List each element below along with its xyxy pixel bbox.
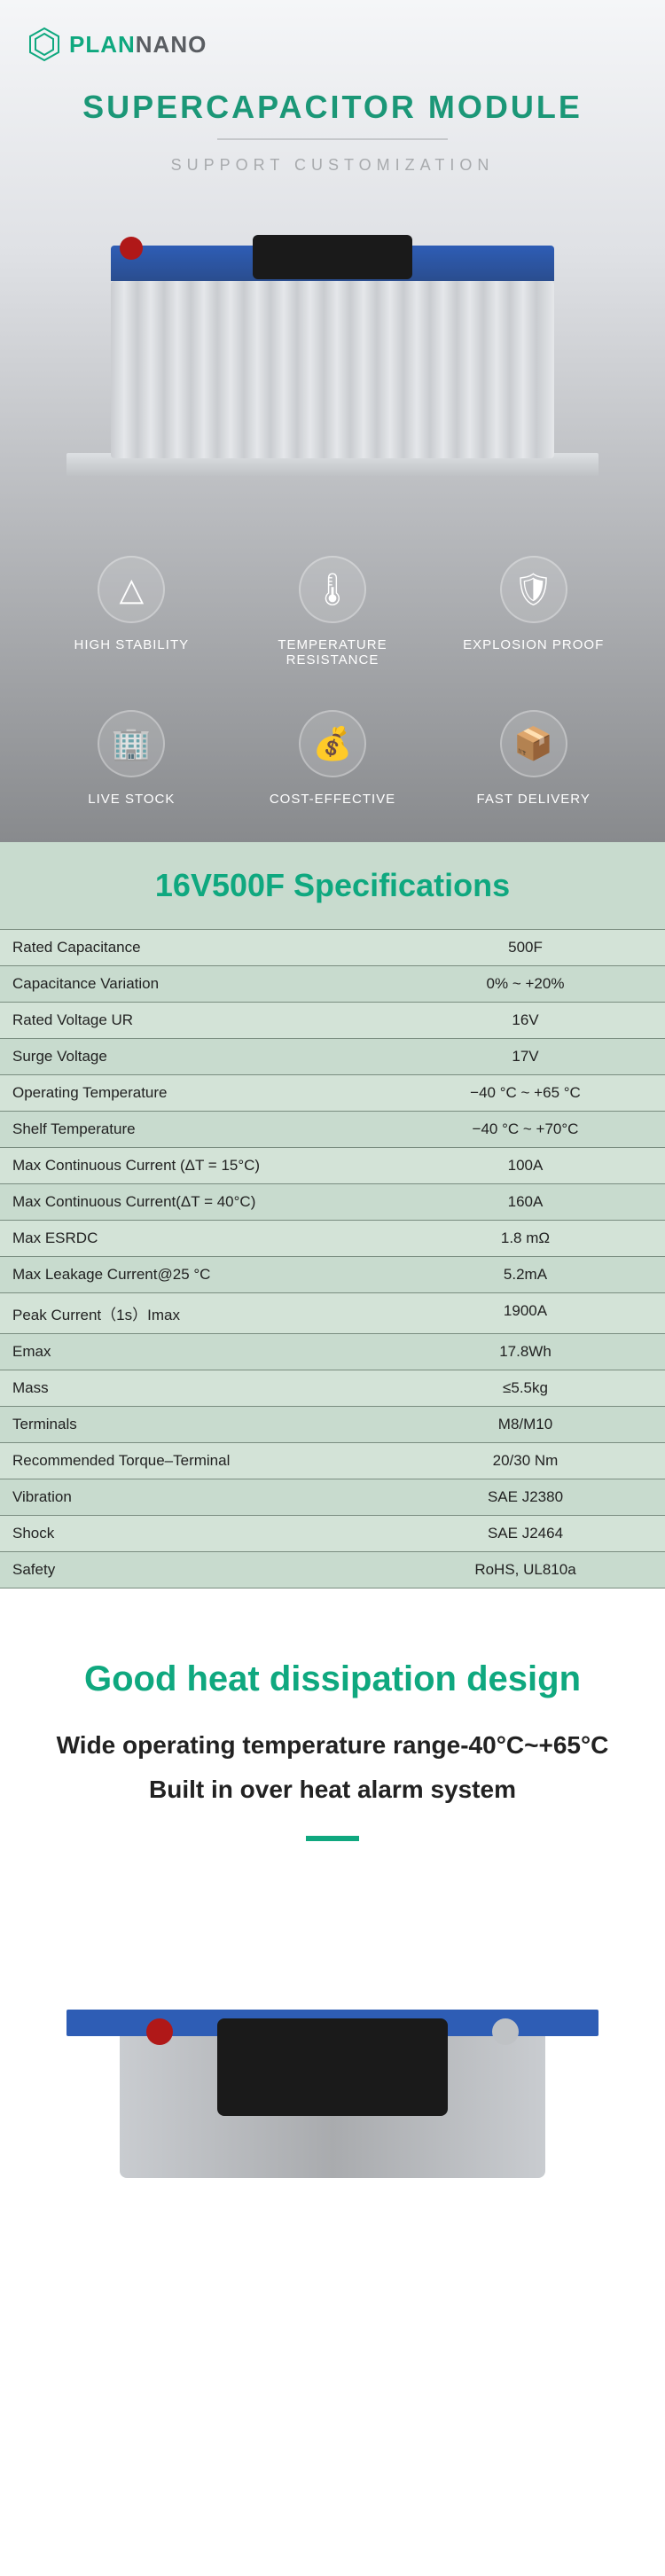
specs-title: 16V500F Specifications (0, 842, 665, 930)
spec-label: Peak Current（1s）Imax (0, 1293, 386, 1333)
dissipation-temp-range: Wide operating temperature range-40°C~+6… (27, 1731, 638, 1760)
spec-row: Surge Voltage17V (0, 1039, 665, 1075)
spec-row: Max Continuous Current(ΔT = 40°C)160A (0, 1184, 665, 1221)
spec-value: RoHS, UL810a (386, 1552, 665, 1588)
feature-stock: 🏢 LIVE STOCK (44, 710, 219, 807)
spec-label: Terminals (0, 1407, 386, 1442)
hero-title: SUPERCAPACITOR MODULE (0, 89, 665, 126)
spec-value: ≤5.5kg (386, 1370, 665, 1406)
logo-text-green: PLAN (69, 31, 136, 58)
spec-row: Max ESRDC1.8 mΩ (0, 1221, 665, 1257)
feature-high-stability: △ HIGH STABILITY (44, 556, 219, 667)
spec-row: SafetyRoHS, UL810a (0, 1552, 665, 1589)
spec-row: Recommended Torque–Terminal20/30 Nm (0, 1443, 665, 1479)
spec-value: SAE J2464 (386, 1516, 665, 1551)
spec-row: Capacitance Variation0% ~ +20% (0, 966, 665, 1003)
spec-label: Recommended Torque–Terminal (0, 1443, 386, 1479)
spec-row: Emax17.8Wh (0, 1334, 665, 1370)
spec-value: 1900A (386, 1293, 665, 1333)
spec-label: Safety (0, 1552, 386, 1588)
feature-delivery: 📦 FAST DELIVERY (446, 710, 621, 807)
logo-text: PLANNANO (69, 31, 207, 59)
spec-value: −40 °C ~ +70°C (386, 1112, 665, 1147)
spec-label: Operating Temperature (0, 1075, 386, 1111)
spec-label: Capacitance Variation (0, 966, 386, 1002)
dissipation-alarm: Built in over heat alarm system (27, 1776, 638, 1804)
spec-value: M8/M10 (386, 1407, 665, 1442)
shield-icon: 🛡 (500, 556, 567, 623)
spec-value: 16V (386, 1003, 665, 1038)
spec-row: TerminalsM8/M10 (0, 1407, 665, 1443)
spec-label: Rated Capacitance (0, 930, 386, 965)
spec-row: Shelf Temperature−40 °C ~ +70°C (0, 1112, 665, 1148)
spec-row: Rated Voltage UR16V (0, 1003, 665, 1039)
spec-row: Rated Capacitance500F (0, 930, 665, 966)
spec-value: 5.2mA (386, 1257, 665, 1292)
spec-row: Mass≤5.5kg (0, 1370, 665, 1407)
logo-text-grey: NANO (136, 31, 207, 58)
feature-temperature: 🌡 TEMPERATURE RESISTANCE (246, 556, 420, 667)
spec-label: Vibration (0, 1479, 386, 1515)
heat-dissipation-section: Good heat dissipation design Wide operat… (0, 1606, 665, 2284)
spec-value: 0% ~ +20% (386, 966, 665, 1002)
spec-value: 20/30 Nm (386, 1443, 665, 1479)
brand-logo: PLANNANO (0, 27, 665, 62)
spec-value: 17.8Wh (386, 1334, 665, 1370)
spec-value: 17V (386, 1039, 665, 1074)
spec-value: 100A (386, 1148, 665, 1183)
spec-label: Rated Voltage UR (0, 1003, 386, 1038)
coins-icon: 💰 (299, 710, 366, 777)
title-underline (217, 138, 448, 140)
feature-label: HIGH STABILITY (44, 637, 219, 652)
specs-table: Rated Capacitance500FCapacitance Variati… (0, 930, 665, 1589)
feature-label: COST-EFFECTIVE (246, 792, 420, 807)
feature-grid: △ HIGH STABILITY 🌡 TEMPERATURE RESISTANC… (0, 556, 665, 807)
spec-value: 500F (386, 930, 665, 965)
spec-row: VibrationSAE J2380 (0, 1479, 665, 1516)
spec-row: Max Leakage Current@25 °C5.2mA (0, 1257, 665, 1293)
feature-label: LIVE STOCK (44, 792, 219, 807)
spec-row: Operating Temperature−40 °C ~ +65 °C (0, 1075, 665, 1112)
spec-row: ShockSAE J2464 (0, 1516, 665, 1552)
spec-row: Max Continuous Current (ΔT = 15°C)100A (0, 1148, 665, 1184)
spec-value: 160A (386, 1184, 665, 1220)
spec-value: SAE J2380 (386, 1479, 665, 1515)
spec-label: Max Leakage Current@25 °C (0, 1257, 386, 1292)
dissipation-title: Good heat dissipation design (27, 1659, 638, 1699)
feature-label: EXPLOSION PROOF (446, 637, 621, 652)
building-icon: 🏢 (98, 710, 165, 777)
spec-label: Max Continuous Current (ΔT = 15°C) (0, 1148, 386, 1183)
product-image-bottom (66, 1948, 598, 2249)
spec-label: Emax (0, 1334, 386, 1370)
spec-row: Peak Current（1s）Imax1900A (0, 1293, 665, 1334)
hero-subtitle: SUPPORT CUSTOMIZATION (0, 156, 665, 175)
feature-explosion: 🛡 EXPLOSION PROOF (446, 556, 621, 667)
spec-label: Mass (0, 1370, 386, 1406)
specifications-section: 16V500F Specifications Rated Capacitance… (0, 842, 665, 1606)
product-image-top (66, 210, 598, 511)
spec-label: Shelf Temperature (0, 1112, 386, 1147)
package-icon: 📦 (500, 710, 567, 777)
spec-label: Max Continuous Current(ΔT = 40°C) (0, 1184, 386, 1220)
stability-icon: △ (98, 556, 165, 623)
spec-label: Surge Voltage (0, 1039, 386, 1074)
feature-label: FAST DELIVERY (446, 792, 621, 807)
thermometer-icon: 🌡 (299, 556, 366, 623)
spec-value: 1.8 mΩ (386, 1221, 665, 1256)
green-divider (306, 1836, 359, 1841)
logo-icon (27, 27, 62, 62)
spec-label: Max ESRDC (0, 1221, 386, 1256)
spec-value: −40 °C ~ +65 °C (386, 1075, 665, 1111)
spec-label: Shock (0, 1516, 386, 1551)
feature-label: TEMPERATURE RESISTANCE (246, 637, 420, 667)
feature-cost: 💰 COST-EFFECTIVE (246, 710, 420, 807)
